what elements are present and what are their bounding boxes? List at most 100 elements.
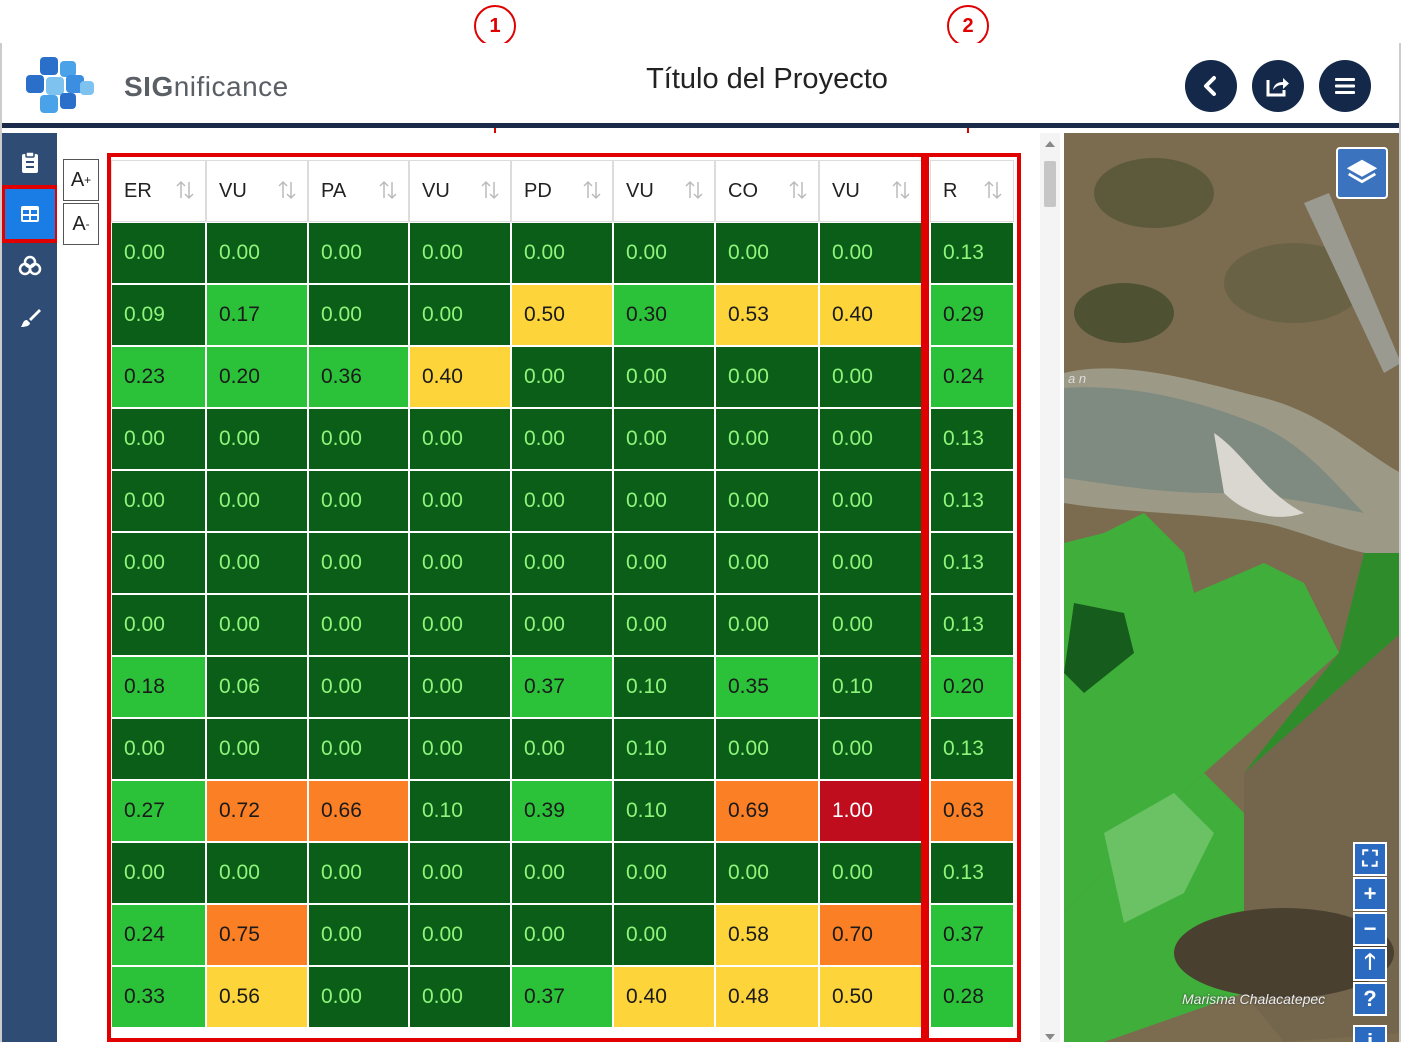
table-cell: 0.00	[715, 470, 819, 532]
column-header-label: ER	[124, 179, 152, 202]
column-header-co[interactable]: CO	[715, 160, 819, 222]
column-header-label: CO	[728, 179, 758, 202]
clipboard-icon	[22, 151, 38, 173]
column-header-vu[interactable]: VU	[819, 160, 922, 222]
help-button[interactable]: ?	[1353, 982, 1387, 1016]
column-header-vu[interactable]: VU	[613, 160, 715, 222]
table-cell: 0.00	[409, 966, 511, 1028]
basemap-layers-button[interactable]	[1336, 147, 1388, 199]
table-cell: 0.00	[308, 532, 409, 594]
sort-icon[interactable]	[378, 178, 398, 202]
table-cell: 0.00	[409, 222, 511, 284]
sidebar-item-project[interactable]	[5, 137, 55, 187]
north-arrow-button[interactable]: 🡑	[1353, 947, 1387, 981]
table-cell: 0.00	[613, 346, 715, 408]
zoom-in-button[interactable]: +	[1353, 877, 1387, 911]
table-cell: 0.36	[308, 346, 409, 408]
table-cell: 0.00	[715, 222, 819, 284]
sidebar-item-style[interactable]	[5, 293, 55, 343]
decrease-font-button[interactable]: A-	[63, 203, 99, 245]
sort-icon[interactable]	[480, 178, 500, 202]
column-separator	[922, 780, 930, 842]
table-cell: 0.56	[206, 966, 308, 1028]
table-cell: 0.00	[613, 408, 715, 470]
result-cell: 0.28	[930, 966, 1014, 1028]
column-header-vu[interactable]: VU	[206, 160, 308, 222]
table-cell: 0.00	[819, 532, 922, 594]
map-place-label-partial: a n	[1068, 371, 1087, 386]
table-row[interactable]: 0.00 0.00 0.00 0.00 0.00 0.00 0.00 0.00 0.13	[111, 470, 1014, 532]
table-cell: 0.00	[409, 408, 511, 470]
table-row[interactable]: 0.00 0.00 0.00 0.00 0.00 0.00 0.00 0.00 0.13	[111, 532, 1014, 594]
sort-icon[interactable]	[983, 178, 1003, 202]
result-cell: 0.13	[930, 842, 1014, 904]
table-cell: 0.24	[111, 904, 206, 966]
info-button[interactable]: i	[1353, 1025, 1387, 1042]
table-cell: 0.70	[819, 904, 922, 966]
result-cell: 0.13	[930, 594, 1014, 656]
column-header-label: VU	[832, 179, 860, 202]
scroll-down-arrow[interactable]	[1045, 1034, 1055, 1040]
table-row[interactable]: 0.27 0.72 0.66 0.10 0.39 0.10 0.69 1.00 0.63	[111, 780, 1014, 842]
sort-icon[interactable]	[684, 178, 704, 202]
sort-icon[interactable]	[788, 178, 808, 202]
app-window: SIGnificance Título del Proyecto	[0, 43, 1401, 1042]
satellite-map	[1064, 133, 1399, 1042]
table-cell: 0.00	[308, 904, 409, 966]
table-cell: 0.00	[206, 470, 308, 532]
zoom-out-button[interactable]: −	[1353, 912, 1387, 946]
column-separator	[922, 346, 930, 408]
table-row[interactable]: 0.00 0.00 0.00 0.00 0.00 0.00 0.00 0.00 0.13	[111, 408, 1014, 470]
table-row[interactable]: 0.09 0.17 0.00 0.00 0.50 0.30 0.53 0.40 0.29	[111, 284, 1014, 346]
map-place-label: Marisma Chalacatepec	[1182, 991, 1326, 1007]
map-view[interactable]: a n Marisma Chalacatepec ⛶ + − 🡑? i	[1064, 133, 1399, 1042]
scroll-up-arrow[interactable]	[1045, 141, 1055, 147]
table-cell: 0.00	[511, 470, 613, 532]
sidebar-item-table[interactable]	[2, 185, 59, 243]
column-header-vu[interactable]: VU	[409, 160, 511, 222]
table-cell: 0.00	[206, 222, 308, 284]
table-header-row: ER VU PA VU PD VU CO VU R	[111, 160, 1014, 222]
column-header-label: VU	[626, 179, 654, 202]
export-button[interactable]	[1252, 60, 1304, 112]
table-row[interactable]: 0.24 0.75 0.00 0.00 0.00 0.00 0.58 0.70 0.37	[111, 904, 1014, 966]
table-cell: 0.00	[111, 408, 206, 470]
sort-icon[interactable]	[582, 178, 602, 202]
table-row[interactable]: 0.00 0.00 0.00 0.00 0.00 0.00 0.00 0.00 0.13	[111, 222, 1014, 284]
table-cell: 0.10	[613, 718, 715, 780]
table-cell: 0.00	[409, 532, 511, 594]
table-row[interactable]: 0.33 0.56 0.00 0.00 0.37 0.40 0.48 0.50 0.28	[111, 966, 1014, 1028]
table-cell: 0.17	[206, 284, 308, 346]
table-cell: 0.00	[511, 532, 613, 594]
column-separator	[922, 160, 930, 222]
sort-icon[interactable]	[175, 178, 195, 202]
table-cell: 0.50	[511, 284, 613, 346]
increase-font-button[interactable]: A +	[63, 159, 99, 201]
column-header-r[interactable]: R	[930, 160, 1014, 222]
column-header-pd[interactable]: PD	[511, 160, 613, 222]
table-row[interactable]: 0.23 0.20 0.36 0.40 0.00 0.00 0.00 0.00 0.24	[111, 346, 1014, 408]
table-cell: 0.37	[511, 966, 613, 1028]
sidebar-item-layers[interactable]	[5, 241, 55, 291]
table-row[interactable]: 0.00 0.00 0.00 0.00 0.00 0.10 0.00 0.00 0.13	[111, 718, 1014, 780]
menu-button[interactable]	[1319, 60, 1371, 112]
layers-icon	[1346, 159, 1378, 184]
share-export-icon	[1266, 78, 1289, 97]
table-row[interactable]: 0.00 0.00 0.00 0.00 0.00 0.00 0.00 0.00 0.13	[111, 842, 1014, 904]
table-row[interactable]: 0.00 0.00 0.00 0.00 0.00 0.00 0.00 0.00 0.13	[111, 594, 1014, 656]
column-separator	[922, 222, 930, 284]
table-row[interactable]: 0.18 0.06 0.00 0.00 0.37 0.10 0.35 0.10 0.20	[111, 656, 1014, 718]
sort-icon[interactable]	[891, 178, 911, 202]
column-header-pa[interactable]: PA	[308, 160, 409, 222]
table-cell: 0.48	[715, 966, 819, 1028]
column-header-er[interactable]: ER	[111, 160, 206, 222]
sort-icon[interactable]	[277, 178, 297, 202]
table-cell: 0.00	[308, 222, 409, 284]
result-cell: 0.13	[930, 408, 1014, 470]
scroll-thumb[interactable]	[1044, 161, 1056, 207]
table-cell: 0.35	[715, 656, 819, 718]
fullscreen-button[interactable]: ⛶	[1353, 842, 1387, 876]
table-scrollbar[interactable]	[1040, 133, 1060, 1042]
back-button[interactable]	[1185, 60, 1237, 112]
result-cell: 0.13	[930, 532, 1014, 594]
